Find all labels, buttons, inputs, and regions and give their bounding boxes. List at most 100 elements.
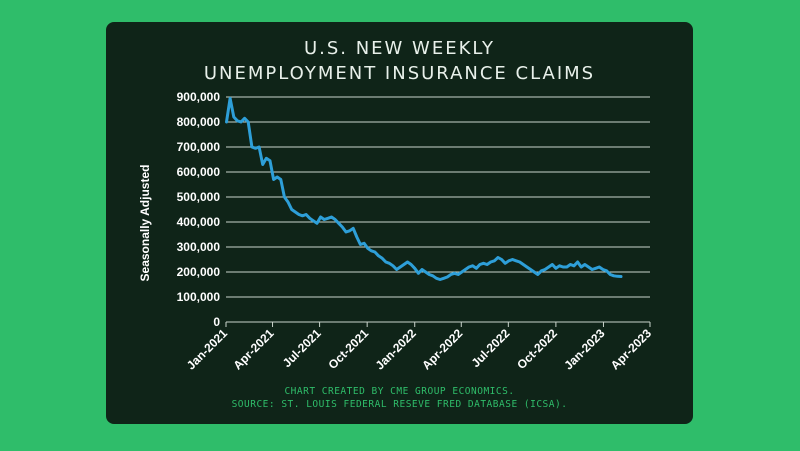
data-point xyxy=(435,277,438,280)
data-point xyxy=(460,270,463,274)
data-point xyxy=(228,97,232,100)
data-point xyxy=(442,277,445,280)
data-point xyxy=(464,268,467,271)
data-point xyxy=(297,213,301,216)
x-tick-label: Oct-2021 xyxy=(326,326,372,372)
chart-card: U.S. NEW WEEKLY UNEMPLOYMENT INSURANCE C… xyxy=(106,22,693,424)
x-tick-label: Apr-2021 xyxy=(230,326,276,372)
data-point xyxy=(547,265,550,269)
data-point xyxy=(225,120,228,124)
data-point xyxy=(402,263,406,266)
data-point xyxy=(279,178,282,181)
data-point xyxy=(446,275,449,279)
data-point xyxy=(326,217,330,220)
data-point xyxy=(312,219,315,222)
data-point xyxy=(304,213,308,216)
data-point xyxy=(471,264,474,267)
data-point xyxy=(605,269,608,272)
data-point xyxy=(482,262,485,265)
data-point xyxy=(370,249,373,252)
data-point xyxy=(518,260,521,264)
data-point xyxy=(551,263,554,266)
data-point xyxy=(475,267,478,270)
data-point xyxy=(500,258,503,261)
data-point xyxy=(236,119,239,123)
data-point xyxy=(388,262,391,265)
data-point xyxy=(536,273,539,276)
data-point xyxy=(529,268,532,271)
data-point xyxy=(565,265,568,269)
chart-title-line-1: U.S. NEW WEEKLY xyxy=(303,38,496,59)
data-point xyxy=(333,218,337,221)
data-point xyxy=(395,268,398,271)
y-tick-label: 0 xyxy=(213,315,220,329)
data-point xyxy=(489,260,492,264)
data-point xyxy=(612,274,615,277)
data-point xyxy=(243,117,246,120)
data-point xyxy=(366,247,369,250)
y-axis-label: Seasonally Adjusted xyxy=(138,165,152,282)
data-point xyxy=(250,145,254,149)
data-point xyxy=(283,195,286,199)
data-point xyxy=(583,263,586,266)
data-point xyxy=(453,272,456,275)
data-point xyxy=(576,260,579,264)
data-point xyxy=(478,263,482,266)
data-point xyxy=(381,257,384,260)
data-point xyxy=(254,147,257,150)
data-point xyxy=(420,268,424,271)
chart-title-line-2: UNEMPLOYMENT INSURANCE CLAIMS xyxy=(203,63,596,84)
data-point xyxy=(247,120,250,124)
data-point xyxy=(485,263,489,266)
data-point xyxy=(315,222,319,225)
data-point xyxy=(359,243,362,246)
y-tick-label: 900,000 xyxy=(177,90,221,104)
x-tick-label: Jan-2023 xyxy=(561,326,607,372)
data-point xyxy=(594,267,597,270)
data-point xyxy=(507,259,510,262)
data-point xyxy=(569,263,572,266)
y-tick-label: 600,000 xyxy=(177,165,221,179)
data-point xyxy=(323,218,326,221)
data-point xyxy=(341,225,344,229)
data-point xyxy=(572,264,576,267)
data-point xyxy=(449,273,453,276)
x-tick-label: Jul-2021 xyxy=(280,326,324,370)
data-point xyxy=(514,259,518,262)
data-point xyxy=(609,273,612,276)
data-point xyxy=(348,229,351,232)
data-point xyxy=(467,265,471,269)
data-point xyxy=(294,210,297,214)
data-point xyxy=(373,250,377,254)
data-point xyxy=(319,215,322,219)
line-chart: 0 100,000 200,000 300,000 400,000 500,000 600,… xyxy=(138,90,654,372)
data-point xyxy=(543,268,547,271)
data-point xyxy=(428,273,431,276)
data-point xyxy=(290,208,293,211)
data-point xyxy=(391,264,395,267)
data-point xyxy=(276,175,279,179)
data-point xyxy=(533,270,536,274)
data-point xyxy=(525,265,529,269)
y-tick-label: 400,000 xyxy=(177,215,221,229)
data-point xyxy=(308,217,311,220)
data-point xyxy=(431,274,434,277)
data-point xyxy=(272,178,275,181)
data-point xyxy=(355,235,358,239)
data-point xyxy=(522,263,525,266)
data-point xyxy=(286,200,290,204)
data-point xyxy=(496,256,500,259)
data-point xyxy=(239,120,243,124)
data-point xyxy=(406,260,409,264)
data-point xyxy=(424,270,427,274)
x-tick-label: Oct-2022 xyxy=(514,326,560,372)
data-point xyxy=(616,275,619,278)
data-point xyxy=(362,242,366,245)
data-point xyxy=(261,163,264,166)
data-point xyxy=(504,262,507,265)
y-tick-label: 100,000 xyxy=(177,290,221,304)
data-point xyxy=(257,145,261,149)
data-point xyxy=(301,214,304,217)
data-point xyxy=(558,264,561,267)
data-point xyxy=(493,259,496,262)
